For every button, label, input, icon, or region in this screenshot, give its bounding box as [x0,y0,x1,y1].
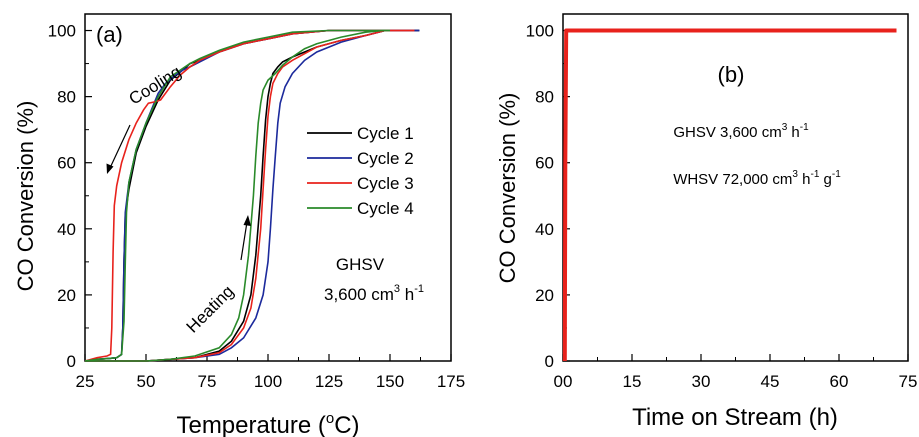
panel-b-ticks: 00 15 30 45 60 75 0 20 40 60 80 100 [526,22,918,391]
panel-b-x-tick-label: 00 [554,372,573,391]
panel-b-x-tick-label: 75 [899,372,918,391]
panel-a-y-tick-label: 20 [57,286,76,305]
panel-a-y-tick-label: 40 [57,220,76,239]
panel-b-y-tick-label: 40 [535,220,554,239]
panel-a-y-tick-label: 0 [67,352,76,371]
ghsv-label-a: GHSV [336,255,385,274]
cycle-3-heating-line [85,29,415,362]
panel-a-legend: Cycle 1 Cycle 2 Cycle 3 Cycle 4 [307,124,414,218]
panel-a-x-tick-label: 175 [437,372,465,391]
panel-b-x-tick-label: 45 [761,372,780,391]
panel-a-x-tick-label: 75 [198,372,217,391]
panel-a-x-axis-label: Temperature (oC) [176,410,359,437]
legend-label-cycle-2: Cycle 2 [357,149,414,168]
panel-a-ticks: 25 50 75 100 125 150 175 0 20 40 60 80 100 [48,22,466,391]
panel-b-x-tick-label: 15 [623,372,642,391]
heating-arrow [240,221,248,261]
ghsv-value-a: 3,600 cm3 h-1 [324,283,424,304]
stability-line [562,28,897,362]
panel-a-chart: 25 50 75 100 125 150 175 0 20 40 60 80 100 (a) Tempe… [13,13,466,437]
panel-b-y-tick-label: 60 [535,154,554,173]
panel-a-y-tick-label: 60 [57,154,76,173]
panel-a-series [84,29,420,362]
panel-b-label: (b) [718,62,745,87]
cooling-arrow [109,124,131,169]
panel-a-x-tick-label: 25 [76,372,95,391]
cooling-arrow-head [106,163,114,174]
legend-label-cycle-1: Cycle 1 [357,124,414,143]
panel-a-y-tick-label: 80 [57,88,76,107]
panel-b-chart: 00 15 30 45 60 75 0 20 40 60 80 100 (b) Time on Str… [495,13,918,431]
cycle-1-heating-line [85,29,420,362]
panel-a-label: (a) [96,22,123,47]
panel-a-x-tick-label: 150 [376,372,404,391]
legend-label-cycle-3: Cycle 3 [357,174,414,193]
panel-b-y-tick-label: 80 [535,88,554,107]
panel-b-y-axis-label: CO Conversion (%) [495,93,520,284]
heating-annotation: Heating [183,282,238,337]
cycle-1-cooling-line [84,29,420,362]
panel-b-y-tick-label: 20 [535,286,554,305]
panel-b-y-tick-label: 0 [545,352,554,371]
panel-a-x-tick-label: 100 [254,372,282,391]
panel-b-series [562,28,897,362]
panel-b-x-axis-label: Time on Stream (h) [632,404,838,431]
panel-a-y-tick-label: 100 [48,22,76,41]
cycle-4-heating-line [85,29,390,362]
panel-b-x-tick-label: 60 [830,372,849,391]
ghsv-annotation-b: GHSV 3,600 cm3 h-1 [673,122,809,141]
cycle-2-heating-line [85,29,420,362]
panel-a-x-tick-label: 125 [315,372,343,391]
panel-b-y-tick-label: 100 [526,22,554,41]
cycle-3-cooling-line [84,29,415,362]
panel-a-y-axis-label: CO Conversion (%) [13,101,38,292]
panel-b-x-tick-label: 30 [692,372,711,391]
panel-a-x-tick-label: 50 [137,372,156,391]
cycle-2-cooling-line [84,29,420,362]
whsv-annotation-b: WHSV 72,000 cm3 h-1 g-1 [673,169,841,188]
cycle-4-cooling-line [84,29,390,362]
heating-arrow-head [243,215,251,226]
legend-label-cycle-4: Cycle 4 [357,199,414,218]
